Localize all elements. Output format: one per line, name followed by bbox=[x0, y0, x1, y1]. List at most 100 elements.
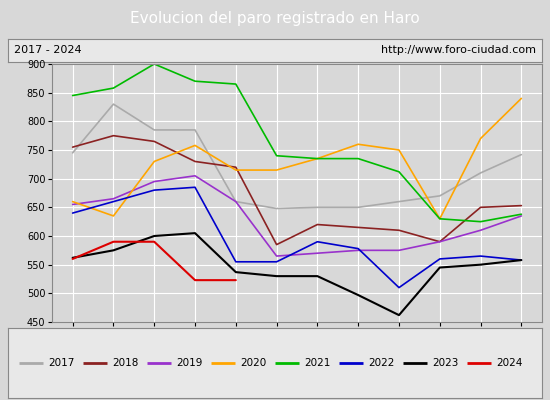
Line: 2024: 2024 bbox=[73, 242, 236, 280]
2019 bbox=[518, 214, 525, 218]
Line: 2018: 2018 bbox=[73, 136, 521, 244]
Text: 2020: 2020 bbox=[240, 358, 267, 368]
Text: 2017 - 2024: 2017 - 2024 bbox=[14, 45, 81, 55]
2021 bbox=[69, 93, 76, 98]
2023 bbox=[518, 258, 525, 262]
2022 bbox=[273, 259, 280, 264]
2020 bbox=[518, 96, 525, 101]
2024 bbox=[69, 256, 76, 261]
2021 bbox=[273, 153, 280, 158]
2022 bbox=[395, 285, 402, 290]
2019 bbox=[69, 202, 76, 207]
2021 bbox=[110, 86, 117, 90]
Text: 2021: 2021 bbox=[304, 358, 331, 368]
2020 bbox=[233, 168, 239, 172]
2023 bbox=[395, 313, 402, 318]
2024 bbox=[233, 278, 239, 282]
2019 bbox=[151, 179, 157, 184]
2023 bbox=[151, 234, 157, 238]
2019 bbox=[110, 196, 117, 201]
2020 bbox=[273, 168, 280, 172]
2021 bbox=[233, 82, 239, 86]
Text: 2017: 2017 bbox=[48, 358, 75, 368]
2018 bbox=[314, 222, 321, 227]
2022 bbox=[437, 256, 443, 261]
2018 bbox=[355, 225, 361, 230]
2017 bbox=[233, 199, 239, 204]
2023 bbox=[355, 293, 361, 298]
2021 bbox=[314, 156, 321, 161]
2019 bbox=[395, 248, 402, 253]
2020 bbox=[437, 216, 443, 221]
2017 bbox=[192, 128, 199, 132]
2018 bbox=[192, 159, 199, 164]
2022 bbox=[233, 259, 239, 264]
2019 bbox=[192, 173, 199, 178]
2024 bbox=[192, 278, 199, 282]
Line: 2023: 2023 bbox=[73, 233, 521, 315]
Line: 2017: 2017 bbox=[73, 104, 521, 208]
2018 bbox=[477, 205, 484, 210]
2018 bbox=[395, 228, 402, 233]
2018 bbox=[437, 239, 443, 244]
2020 bbox=[192, 143, 199, 148]
2018 bbox=[273, 242, 280, 247]
Text: 2018: 2018 bbox=[112, 358, 139, 368]
Line: 2021: 2021 bbox=[73, 64, 521, 222]
2023 bbox=[437, 265, 443, 270]
2017 bbox=[273, 206, 280, 211]
2018 bbox=[110, 133, 117, 138]
2020 bbox=[355, 142, 361, 147]
2017 bbox=[69, 150, 76, 155]
Text: Evolucion del paro registrado en Haro: Evolucion del paro registrado en Haro bbox=[130, 12, 420, 26]
2017 bbox=[437, 194, 443, 198]
2020 bbox=[395, 148, 402, 152]
2017 bbox=[518, 152, 525, 157]
2018 bbox=[69, 145, 76, 150]
2017 bbox=[151, 128, 157, 132]
2022 bbox=[314, 239, 321, 244]
2019 bbox=[437, 239, 443, 244]
2019 bbox=[273, 254, 280, 258]
2024 bbox=[110, 239, 117, 244]
2021 bbox=[477, 219, 484, 224]
2020 bbox=[314, 156, 321, 161]
Line: 2022: 2022 bbox=[73, 187, 521, 288]
Line: 2020: 2020 bbox=[73, 98, 521, 219]
2018 bbox=[233, 165, 239, 170]
2020 bbox=[69, 199, 76, 204]
2017 bbox=[477, 170, 484, 175]
2022 bbox=[355, 246, 361, 251]
2021 bbox=[437, 216, 443, 221]
Text: 2019: 2019 bbox=[177, 358, 203, 368]
2023 bbox=[314, 274, 321, 278]
2017 bbox=[110, 102, 117, 106]
2020 bbox=[110, 214, 117, 218]
2017 bbox=[395, 199, 402, 204]
2023 bbox=[69, 255, 76, 260]
Text: 2023: 2023 bbox=[432, 358, 459, 368]
2023 bbox=[273, 274, 280, 278]
2022 bbox=[151, 188, 157, 192]
2022 bbox=[110, 199, 117, 204]
2019 bbox=[233, 199, 239, 204]
2021 bbox=[151, 62, 157, 66]
2021 bbox=[355, 156, 361, 161]
2022 bbox=[192, 185, 199, 190]
2018 bbox=[518, 203, 525, 208]
Text: 2022: 2022 bbox=[368, 358, 395, 368]
2021 bbox=[192, 79, 199, 84]
2019 bbox=[314, 251, 321, 256]
Text: 2024: 2024 bbox=[497, 358, 523, 368]
2019 bbox=[355, 248, 361, 253]
2023 bbox=[477, 262, 484, 267]
2021 bbox=[395, 169, 402, 174]
2024 bbox=[151, 239, 157, 244]
2019 bbox=[477, 228, 484, 233]
2023 bbox=[110, 248, 117, 253]
2022 bbox=[477, 254, 484, 258]
2020 bbox=[477, 136, 484, 141]
2020 bbox=[151, 159, 157, 164]
2023 bbox=[192, 231, 199, 236]
2022 bbox=[518, 258, 525, 262]
